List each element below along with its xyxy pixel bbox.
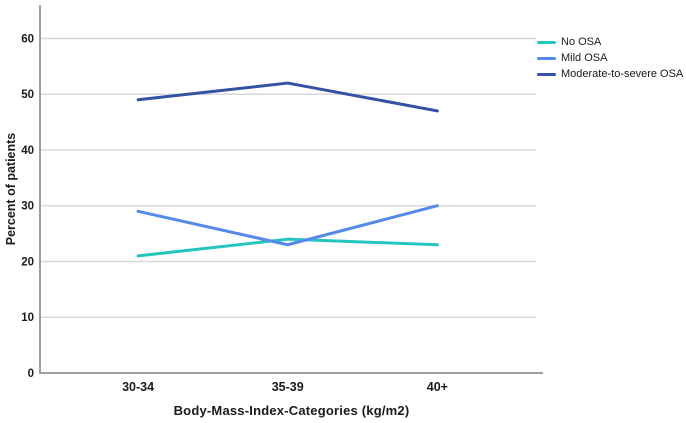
x-category-label: 35-39: [272, 380, 304, 394]
legend-label-moderate-severe-osa: Moderate-to-severe OSA: [561, 68, 684, 80]
y-tick-label: 50: [21, 89, 34, 101]
y-tick-label: 40: [21, 145, 34, 157]
y-tick-label: 20: [21, 256, 34, 268]
legend-item-mild-osa: Mild OSA: [537, 50, 683, 66]
x-category-label: 40+: [427, 380, 448, 394]
x-axis-title: Body-Mass-Index-Categories (kg/m2): [173, 403, 410, 418]
legend-item-no-osa: No OSA: [537, 34, 683, 50]
legend-item-moderate-severe-osa: Moderate-to-severe OSA: [537, 66, 683, 82]
legend-swatch-no-osa: [537, 40, 556, 44]
series-line-moderate-to-severe-osa: [136, 81, 439, 113]
series-line-no-osa: [136, 237, 439, 258]
y-tick-label: 0: [28, 368, 34, 380]
y-tick-label: 30: [21, 201, 34, 213]
x-category-label: 30-34: [122, 380, 154, 394]
y-tick-label: 60: [21, 33, 34, 45]
y-axis-title: Percent of patients: [4, 132, 18, 246]
series-line-mild-osa: [136, 204, 439, 247]
legend-swatch-moderate-severe-osa: [537, 72, 556, 76]
legend: No OSA Mild OSA Moderate-to-severe OSA: [537, 34, 683, 82]
legend-label-mild-osa: Mild OSA: [561, 52, 608, 64]
y-tick-label: 10: [21, 312, 34, 324]
legend-swatch-mild-osa: [537, 56, 556, 60]
legend-label-no-osa: No OSA: [561, 36, 602, 48]
